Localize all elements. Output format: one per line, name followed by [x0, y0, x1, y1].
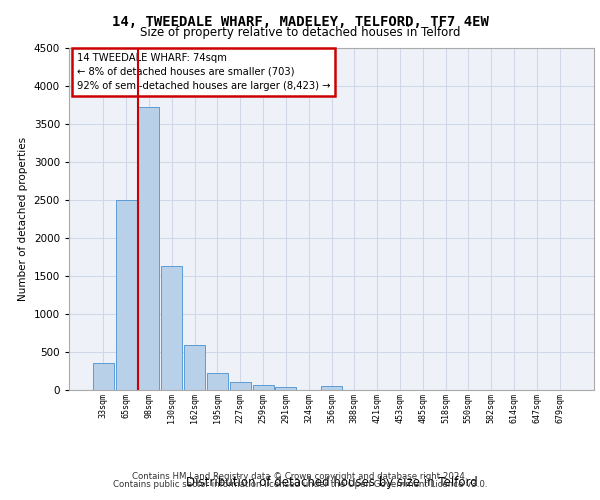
Bar — [207, 374, 228, 390]
Bar — [253, 385, 274, 390]
Y-axis label: Number of detached properties: Number of detached properties — [18, 136, 28, 301]
Text: 14 TWEEDALE WHARF: 74sqm
← 8% of detached houses are smaller (703)
92% of semi-d: 14 TWEEDALE WHARF: 74sqm ← 8% of detache… — [77, 52, 331, 90]
Bar — [93, 362, 114, 390]
Bar — [230, 382, 251, 390]
Bar — [184, 345, 205, 390]
Text: Contains public sector information licensed under the Open Government Licence v3: Contains public sector information licen… — [113, 480, 487, 489]
Text: Contains HM Land Registry data © Crown copyright and database right 2024.: Contains HM Land Registry data © Crown c… — [132, 472, 468, 481]
Bar — [275, 387, 296, 390]
X-axis label: Distribution of detached houses by size in Telford: Distribution of detached houses by size … — [185, 476, 478, 488]
Bar — [161, 266, 182, 390]
Bar — [116, 200, 137, 390]
Text: Size of property relative to detached houses in Telford: Size of property relative to detached ho… — [140, 26, 460, 39]
Text: 14, TWEEDALE WHARF, MADELEY, TELFORD, TF7 4EW: 14, TWEEDALE WHARF, MADELEY, TELFORD, TF… — [112, 15, 488, 29]
Bar — [139, 107, 160, 390]
Bar — [321, 386, 342, 390]
